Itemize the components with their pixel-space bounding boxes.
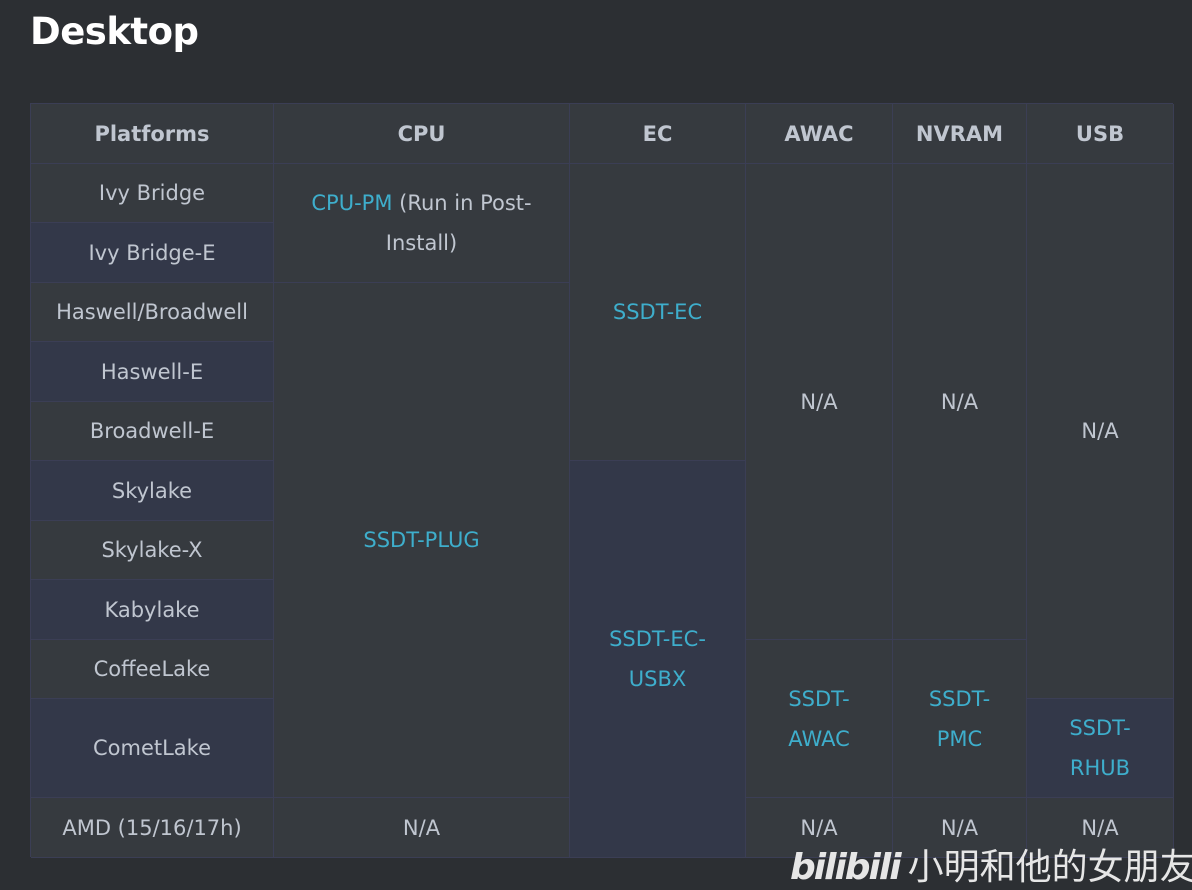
header-nvram: NVRAM bbox=[893, 104, 1027, 164]
usb-na-cell: N/A bbox=[1027, 164, 1174, 699]
cpu-pm-note: (Run in Post-Install) bbox=[385, 191, 532, 255]
header-ec: EC bbox=[570, 104, 746, 164]
ssdt-ec-usbx-link[interactable]: SSDT-EC-USBX bbox=[609, 627, 706, 691]
platform-cell: CoffeeLake bbox=[31, 640, 274, 699]
platform-cell: AMD (15/16/17h) bbox=[31, 798, 274, 858]
cpu-pm-cell: CPU-PM (Run in Post-Install) bbox=[274, 164, 570, 283]
cpu-pm-link[interactable]: CPU-PM bbox=[311, 191, 393, 215]
watermark-user: 小明和他的女朋友 bbox=[907, 847, 1192, 888]
watermark: bilibili 小明和他的女朋友 bbox=[790, 838, 1192, 890]
ssdt-ec-usbx-cell: SSDT-EC-USBX bbox=[570, 461, 746, 858]
platform-cell: Skylake-X bbox=[31, 521, 274, 580]
ssdt-rhub-cell: SSDT-RHUB bbox=[1027, 699, 1174, 798]
bilibili-logo: bilibili bbox=[790, 847, 902, 888]
nvram-na-cell: N/A bbox=[893, 164, 1027, 640]
header-cpu: CPU bbox=[274, 104, 570, 164]
platform-cell: CometLake bbox=[31, 699, 274, 798]
platform-cell: Haswell/Broadwell bbox=[31, 283, 274, 342]
platform-cell: Haswell-E bbox=[31, 342, 274, 402]
usb-amd-cell: N/A bbox=[1027, 798, 1174, 858]
ssdt-plug-link[interactable]: SSDT-PLUG bbox=[363, 528, 480, 552]
platform-cell: Skylake bbox=[31, 461, 274, 521]
cpu-amd-cell: N/A bbox=[274, 798, 570, 858]
ssdt-pmc-cell: SSDT-PMC bbox=[893, 640, 1027, 798]
awac-amd-cell: N/A bbox=[746, 798, 893, 858]
awac-na-cell: N/A bbox=[746, 164, 893, 640]
header-platforms: Platforms bbox=[31, 104, 274, 164]
platform-cell: Ivy Bridge bbox=[31, 164, 274, 223]
platform-cell: Kabylake bbox=[31, 580, 274, 640]
platform-cell: Broadwell-E bbox=[31, 402, 274, 461]
ssdt-ec-link[interactable]: SSDT-EC bbox=[612, 300, 703, 324]
ssdt-pmc-link[interactable]: SSDT-PMC bbox=[928, 686, 991, 751]
page-title: Desktop bbox=[30, 10, 199, 53]
ssdt-plug-cell: SSDT-PLUG bbox=[274, 283, 570, 798]
header-usb: USB bbox=[1027, 104, 1174, 164]
ssdt-awac-link[interactable]: SSDT-AWAC bbox=[788, 686, 850, 751]
platform-cell: Ivy Bridge-E bbox=[31, 223, 274, 283]
ssdt-awac-cell: SSDT-AWAC bbox=[746, 640, 893, 798]
ssdt-ec-cell: SSDT-EC bbox=[570, 164, 746, 461]
nvram-amd-cell: N/A bbox=[893, 798, 1027, 858]
ssdt-rhub-link[interactable]: SSDT-RHUB bbox=[1069, 716, 1131, 780]
header-awac: AWAC bbox=[746, 104, 893, 164]
desktop-ssdt-table: Platforms CPU EC AWAC NVRAM USB Ivy Brid… bbox=[30, 103, 1174, 858]
